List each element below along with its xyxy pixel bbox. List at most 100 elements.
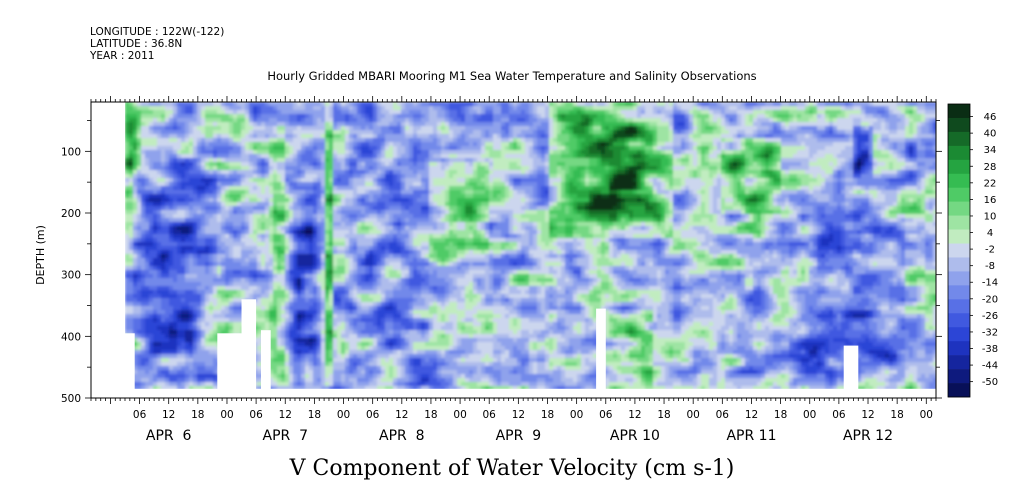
- heatmap-cell: [381, 258, 386, 263]
- heatmap-cell: [349, 154, 354, 159]
- heatmap-cell: [173, 210, 178, 215]
- heatmap-cell: [389, 142, 394, 147]
- heatmap-cell: [217, 126, 222, 131]
- heatmap-cell: [133, 250, 138, 255]
- heatmap-cell: [337, 110, 342, 115]
- heatmap-cell: [337, 338, 342, 343]
- heatmap-cell: [133, 314, 138, 319]
- heatmap-cell: [297, 258, 302, 263]
- heatmap-cell: [285, 226, 290, 231]
- heatmap-cell: [281, 158, 286, 163]
- heatmap-cell: [393, 222, 398, 227]
- heatmap-cell: [169, 198, 174, 203]
- heatmap-cell: [249, 174, 254, 179]
- heatmap-cell: [377, 258, 382, 263]
- heatmap-cell: [177, 374, 182, 379]
- heatmap-cell: [349, 246, 354, 251]
- heatmap-cell: [269, 250, 274, 255]
- heatmap-cell: [137, 322, 142, 327]
- heatmap-cell: [229, 138, 234, 143]
- heatmap-cell: [269, 330, 274, 335]
- heatmap-cell: [265, 206, 270, 211]
- heatmap-cell: [309, 174, 314, 179]
- heatmap-cell: [161, 330, 166, 335]
- heatmap-cell: [257, 218, 262, 223]
- heatmap-cell: [157, 374, 162, 379]
- heatmap-cell: [185, 146, 190, 151]
- heatmap-cell: [353, 254, 358, 259]
- heatmap-cell: [357, 298, 362, 303]
- heatmap-cell: [133, 262, 138, 267]
- heatmap-cell: [189, 238, 194, 243]
- heatmap-cell: [133, 386, 138, 391]
- heatmap-cell: [313, 130, 318, 135]
- heatmap-cell: [201, 306, 206, 311]
- heatmap-cell: [141, 278, 146, 283]
- heatmap-cell: [337, 218, 342, 223]
- heatmap-cell: [141, 234, 146, 239]
- heatmap-cell: [397, 354, 402, 359]
- heatmap-cell: [129, 146, 134, 151]
- heatmap-cell: [185, 266, 190, 271]
- heatmap-cell: [189, 370, 194, 375]
- heatmap-cell: [353, 306, 358, 311]
- heatmap-cell: [301, 290, 306, 295]
- heatmap-cell: [305, 130, 310, 135]
- heatmap-cell: [341, 218, 346, 223]
- heatmap-cell: [277, 182, 282, 187]
- heatmap-cell: [181, 178, 186, 183]
- heatmap-cell: [237, 194, 242, 199]
- heatmap-cell: [201, 102, 206, 107]
- heatmap-cell: [233, 314, 238, 319]
- heatmap-cell: [269, 238, 274, 243]
- heatmap-cell: [213, 358, 218, 363]
- heatmap-cell: [185, 138, 190, 143]
- heatmap-cell: [389, 150, 394, 155]
- heatmap-cell: [353, 278, 358, 283]
- heatmap-cell: [389, 130, 394, 135]
- heatmap-cell: [141, 386, 146, 391]
- heatmap-cell: [145, 210, 150, 215]
- heatmap-cell: [265, 218, 270, 223]
- heatmap-cell: [265, 182, 270, 187]
- heatmap-cell: [233, 302, 238, 307]
- heatmap-cell: [205, 386, 210, 391]
- heatmap-cell: [289, 250, 294, 255]
- heatmap-cell: [217, 282, 222, 287]
- heatmap-cell: [237, 318, 242, 323]
- heatmap-cell: [349, 194, 354, 199]
- heatmap-cell: [269, 342, 274, 347]
- heatmap-cell: [357, 382, 362, 387]
- heatmap-cell: [209, 250, 214, 255]
- heatmap-cell: [301, 282, 306, 287]
- heatmap-cell: [293, 170, 298, 175]
- heatmap-cell: [393, 246, 398, 251]
- heatmap-cell: [253, 222, 258, 227]
- heatmap-cell: [273, 234, 278, 239]
- heatmap-cell: [353, 242, 358, 247]
- heatmap-cell: [173, 298, 178, 303]
- heatmap-cell: [153, 198, 158, 203]
- heatmap-cell: [177, 150, 182, 155]
- heatmap-cell: [241, 154, 246, 159]
- heatmap-cell: [373, 218, 378, 223]
- heatmap-cell: [201, 142, 206, 147]
- heatmap-cell: [281, 274, 286, 279]
- heatmap-cell: [385, 290, 390, 295]
- heatmap-cell: [337, 278, 342, 283]
- heatmap-cell: [177, 210, 182, 215]
- heatmap-cell: [161, 170, 166, 175]
- heatmap-cell: [349, 166, 354, 171]
- heatmap-cell: [321, 154, 326, 159]
- heatmap-cell: [177, 226, 182, 231]
- heatmap-cell: [305, 286, 310, 291]
- heatmap-cell: [189, 318, 194, 323]
- heatmap-cell: [341, 142, 346, 147]
- heatmap-cell: [361, 326, 366, 331]
- heatmap-cell: [185, 238, 190, 243]
- heatmap-cell: [269, 194, 274, 199]
- heatmap-cell: [129, 194, 134, 199]
- heatmap-cell: [289, 258, 294, 263]
- heatmap-cell: [289, 130, 294, 135]
- heatmap-cell: [225, 194, 230, 199]
